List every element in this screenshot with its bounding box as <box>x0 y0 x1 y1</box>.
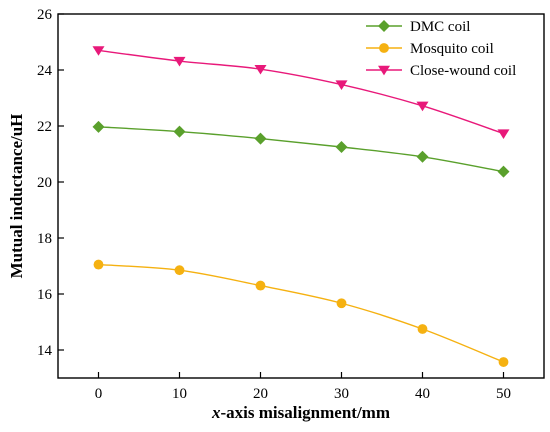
y-tick-label: 18 <box>37 231 52 247</box>
data-point-close-wound-coil <box>335 80 348 90</box>
series-layer <box>92 46 510 367</box>
legend-marker <box>378 20 390 32</box>
legend-marker <box>378 65 390 76</box>
legend-label: Close-wound coil <box>410 63 516 79</box>
data-point-dmc-coil <box>92 120 105 133</box>
data-point-mosquito-coil <box>255 280 266 291</box>
data-point-close-wound-coil <box>254 64 267 75</box>
y-tick-label: 14 <box>37 343 53 359</box>
x-axis-title: x-axis misalignment/mm <box>211 403 390 422</box>
y-tick-label: 16 <box>37 287 53 303</box>
legend-item: Close-wound coil <box>366 63 516 79</box>
legend-label: DMC coil <box>410 19 470 35</box>
legend-marker <box>379 43 389 53</box>
series-line-dmc-coil <box>98 126 504 173</box>
data-point-close-wound-coil <box>92 46 105 56</box>
data-point-dmc-coil <box>497 165 510 178</box>
data-point-dmc-coil <box>416 150 429 163</box>
x-tick-label: 30 <box>334 386 349 402</box>
legend-item: Mosquito coil <box>366 41 494 57</box>
legend-item: DMC coil <box>366 19 470 35</box>
data-point-close-wound-coil <box>497 129 510 139</box>
data-point-dmc-coil <box>335 141 348 153</box>
data-point-dmc-coil <box>254 132 267 145</box>
y-tick-label: 22 <box>37 119 52 135</box>
y-axis-title: Mutual inductance/uH <box>7 114 26 279</box>
data-point-mosquito-coil <box>498 357 509 367</box>
data-point-mosquito-coil <box>336 298 347 309</box>
legend: DMC coil Mosquito coil Close-wound coil <box>366 19 516 79</box>
legend-label: Mosquito coil <box>410 41 494 57</box>
data-point-close-wound-coil <box>416 101 429 112</box>
x-axis-title-rest: -axis misalignment/mm <box>220 403 390 422</box>
x-tick-label: 40 <box>415 386 430 402</box>
series-close-wound-coil <box>92 46 510 139</box>
x-axis-ticks: 0 10 20 30 40 50 <box>95 372 511 402</box>
x-tick-label: 10 <box>172 386 187 402</box>
series-mosquito-coil <box>93 259 509 367</box>
x-tick-label: 20 <box>253 386 268 402</box>
y-tick-label: 26 <box>37 7 53 23</box>
y-axis-ticks: 14 16 18 20 22 24 26 <box>37 7 64 359</box>
data-point-mosquito-coil <box>93 259 104 270</box>
data-point-mosquito-coil <box>174 265 185 276</box>
data-point-mosquito-coil <box>417 324 428 334</box>
y-tick-label: 20 <box>37 175 52 191</box>
plot-frame <box>57 13 545 379</box>
data-point-close-wound-coil <box>173 56 186 67</box>
series-line-mosquito-coil <box>98 263 504 363</box>
series-line-close-wound-coil <box>98 49 504 135</box>
x-axis-title-italic: x <box>211 403 221 422</box>
x-tick-label: 50 <box>496 386 511 402</box>
series-dmc-coil <box>92 120 510 178</box>
x-tick-label: 0 <box>95 386 103 402</box>
data-point-dmc-coil <box>173 125 186 138</box>
y-tick-label: 24 <box>37 63 53 79</box>
